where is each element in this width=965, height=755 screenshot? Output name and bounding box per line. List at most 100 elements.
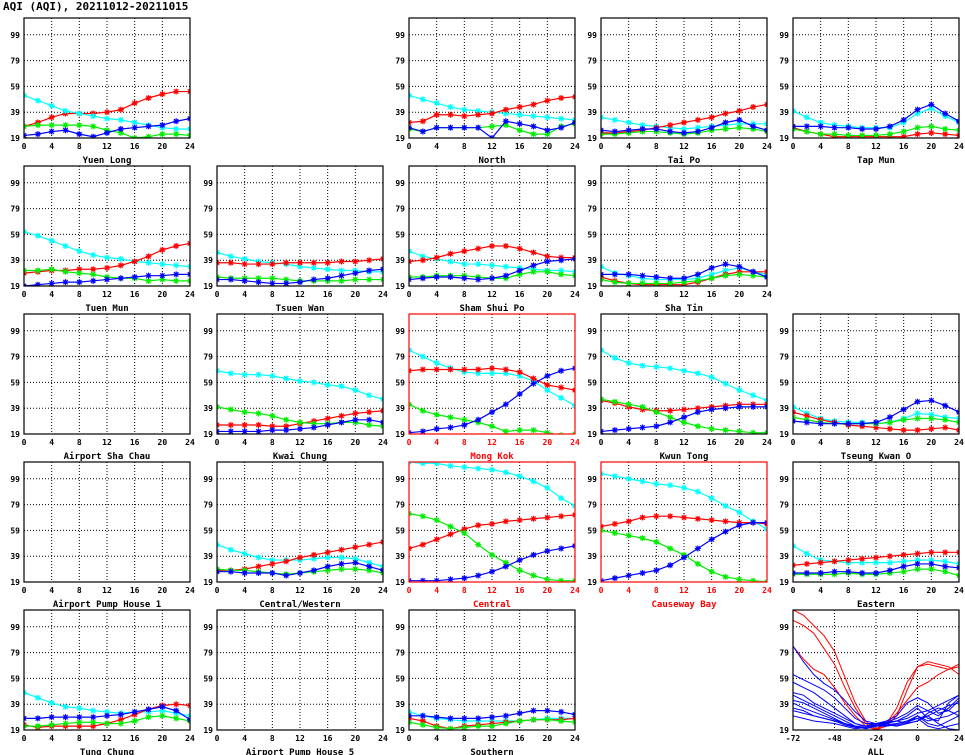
x-tick-label: 0 (22, 142, 27, 151)
data-point-green (475, 723, 482, 730)
data-point-cyan (489, 262, 495, 269)
data-point-red (900, 427, 907, 434)
data-point-blue (544, 127, 551, 134)
series-line-blue (793, 715, 959, 730)
series-group (793, 610, 959, 730)
data-point-green (886, 419, 893, 426)
data-point-blue (502, 401, 509, 408)
data-point-red (667, 122, 674, 129)
data-point-blue (269, 427, 276, 434)
data-point-green (433, 411, 440, 418)
x-tick-label: 0 (791, 586, 796, 595)
x-tick-label: 12 (487, 438, 497, 447)
x-tick-label: 12 (487, 290, 497, 299)
data-point-green (558, 577, 565, 582)
x-tick-label: 12 (295, 734, 305, 743)
y-tick-label: 19 (10, 430, 20, 439)
data-point-red (859, 555, 866, 562)
data-point-cyan (611, 473, 618, 480)
data-point-green (845, 132, 852, 138)
data-point-green (558, 717, 565, 724)
data-point-blue (269, 569, 276, 576)
x-tick-label: 16 (130, 438, 140, 447)
data-point-blue (708, 536, 715, 543)
data-point-blue (845, 124, 852, 131)
panel-tai-po: 19 39 59 79 99 0 4 8 12 16 20 24 Tai Po (587, 17, 772, 166)
data-point-blue (227, 568, 234, 575)
data-point-red (817, 559, 824, 566)
data-point-blue (297, 279, 303, 286)
data-point-blue (653, 273, 660, 280)
data-point-blue (419, 428, 426, 434)
x-tick-label: 20 (543, 438, 553, 447)
data-point-red (433, 536, 440, 543)
data-point-red (433, 366, 440, 373)
x-tick-label: 12 (871, 586, 881, 595)
data-point-red (447, 111, 454, 118)
data-point-green (694, 560, 701, 567)
x-tick-label: 4 (49, 734, 54, 743)
x-tick-label: 20 (735, 586, 745, 595)
data-point-red (803, 412, 810, 419)
x-tick-label: 16 (323, 734, 333, 743)
y-tick-label: 19 (587, 282, 597, 291)
x-tick-label: 24 (762, 142, 772, 151)
data-point-blue (34, 715, 41, 722)
data-point-blue (433, 124, 440, 131)
data-point-cyan (461, 261, 468, 268)
data-point-cyan (338, 554, 345, 561)
panel-frame (792, 609, 960, 731)
data-point-blue (667, 419, 674, 426)
y-tick-label: 39 (10, 108, 20, 117)
data-point-red (489, 365, 495, 372)
data-point-blue (694, 409, 701, 416)
panel-frame (23, 165, 191, 287)
data-point-blue (48, 714, 55, 721)
panel-sha-tin: 19 39 59 79 99 0 4 8 12 16 20 24 Sha Tin (587, 165, 772, 314)
data-point-green (173, 715, 180, 722)
data-point-blue (625, 425, 632, 432)
data-point-red (419, 118, 426, 125)
panel-southern: 19 39 59 79 99 0 4 8 12 16 20 24 Southern (395, 609, 580, 755)
data-point-red (544, 514, 551, 521)
data-point-blue (831, 568, 838, 575)
data-point-green (461, 416, 468, 423)
data-point-cyan (667, 365, 674, 372)
series-line-blue (793, 674, 959, 725)
data-point-blue (117, 275, 124, 282)
series-group (793, 542, 959, 579)
x-tick-label: 16 (130, 586, 140, 595)
data-point-red (310, 551, 317, 558)
x-tick-label: 8 (654, 438, 659, 447)
x-tick-label: 0 (599, 290, 604, 299)
y-tick-label: 39 (10, 256, 20, 265)
x-tick-label: 12 (487, 586, 497, 595)
data-point-blue (447, 424, 454, 431)
data-point-cyan (310, 555, 317, 562)
x-tick-label: 4 (434, 290, 439, 299)
series-group (409, 243, 575, 283)
data-point-blue (104, 712, 110, 719)
x-tick-label: 4 (434, 734, 439, 743)
y-tick-label: 99 (395, 179, 405, 188)
y-tick-label: 79 (10, 205, 20, 214)
data-point-blue (516, 557, 523, 564)
data-point-red (681, 119, 687, 126)
y-tick-label: 79 (779, 649, 789, 658)
panel-label: Tai Po (668, 155, 701, 166)
x-tick-label: 12 (487, 734, 497, 743)
data-point-green (366, 421, 373, 428)
x-tick-label: 8 (462, 142, 467, 151)
data-point-green (639, 535, 646, 542)
data-point-blue (461, 421, 468, 428)
x-tick-label: 24 (378, 290, 388, 299)
data-point-cyan (310, 379, 317, 386)
data-point-red (873, 554, 879, 561)
y-tick-label: 99 (10, 179, 20, 188)
y-tick-label: 79 (587, 353, 597, 362)
data-point-blue (694, 271, 701, 278)
panel-frame (23, 17, 191, 139)
y-tick-label: 19 (779, 430, 789, 439)
x-tick-label: 0 (407, 734, 412, 743)
data-point-blue (928, 560, 935, 567)
